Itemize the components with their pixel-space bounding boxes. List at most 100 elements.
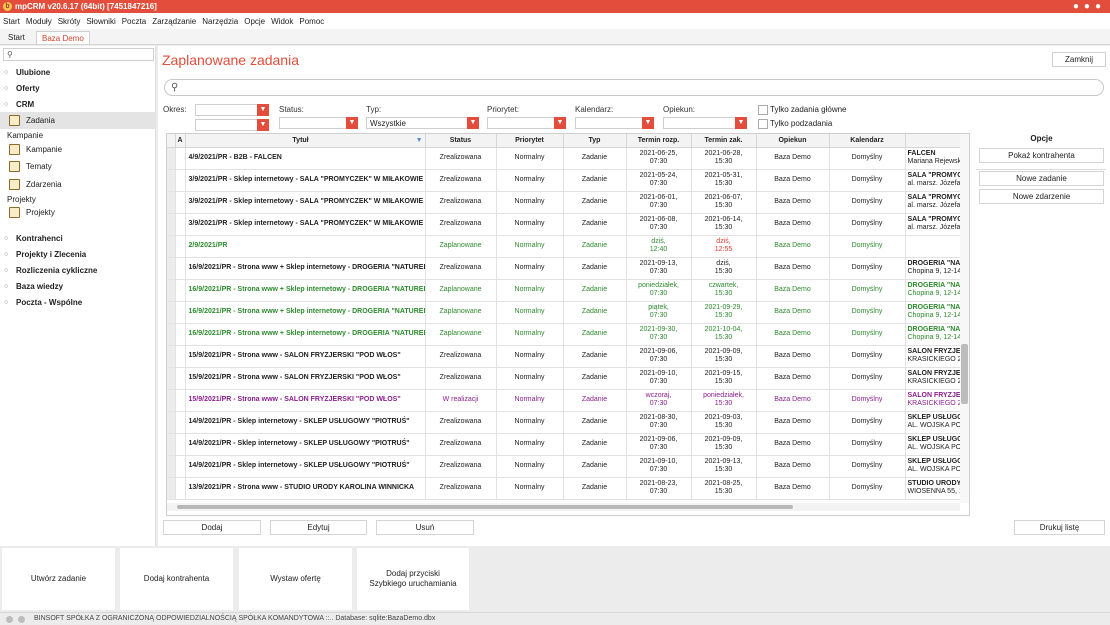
table-row[interactable]: 3/9/2021/PR - Sklep internetowy - SALA "… (167, 191, 963, 214)
sidebar-section-ulubione[interactable]: ○ Ulubione (0, 65, 156, 80)
row-a-cell[interactable] (175, 257, 186, 280)
row-a-cell[interactable] (175, 345, 186, 368)
end-date-cell[interactable]: 2021-05-31, 15:30 (691, 169, 757, 192)
owner-cell[interactable]: Baza Demo (756, 433, 830, 456)
owner-cell[interactable]: Baza Demo (756, 477, 830, 500)
start-date-cell[interactable]: wczoraj, 07:30 (626, 389, 692, 412)
table-row[interactable]: 15/9/2021/PR - Strona www - SALON FRYZJE… (167, 389, 963, 412)
type-cell[interactable]: Zadanie (563, 191, 627, 214)
sidebar-item-projekty[interactable]: Projekty (0, 204, 156, 221)
calendar-cell[interactable]: Domyślny (829, 147, 906, 170)
row-marker[interactable] (167, 477, 176, 500)
menu-opcje[interactable]: Opcje (244, 16, 266, 26)
owner-cell[interactable]: Baza Demo (756, 257, 830, 280)
start-date-cell[interactable]: dziś, 12:40 (626, 235, 692, 258)
sidebar-item-kampanie[interactable]: Kampanie (0, 141, 156, 158)
type-cell[interactable]: Zadanie (563, 477, 627, 500)
contractor-cell[interactable]: SALA "PROMYCZ al. marsz. Józefa P (905, 169, 963, 192)
owner-cell[interactable]: Baza Demo (756, 389, 830, 412)
title-cell[interactable]: 16/9/2021/PR - Strona www + Sklep intern… (185, 301, 426, 324)
owner-cell[interactable]: Baza Demo (756, 345, 830, 368)
col-header-termin-zak[interactable]: Termin zak. (691, 134, 757, 148)
title-cell[interactable]: 3/9/2021/PR - Sklep internetowy - SALA "… (185, 169, 426, 192)
start-date-cell[interactable]: 2021-08-30, 07:30 (626, 411, 692, 434)
end-date-cell[interactable]: 2021-09-09, 15:30 (691, 345, 757, 368)
calendar-cell[interactable]: Domyślny (829, 257, 906, 280)
title-cell[interactable]: 14/9/2021/PR - Sklep internetowy - SKLEP… (185, 433, 426, 456)
status-cell[interactable]: Zaplanowane (425, 323, 497, 346)
row-marker[interactable] (167, 389, 176, 412)
row-a-cell[interactable] (175, 411, 186, 434)
row-marker[interactable] (167, 147, 176, 170)
start-date-cell[interactable]: 2021-09-10, 07:30 (626, 455, 692, 478)
table-row[interactable]: 3/9/2021/PR - Sklep internetowy - SALA "… (167, 213, 963, 236)
calendar-cell[interactable]: Domyślny (829, 411, 906, 434)
col-header-priorytet[interactable]: Priorytet (496, 134, 564, 148)
end-date-cell[interactable]: 2021-09-15, 15:30 (691, 367, 757, 390)
sidebar-item-tematy[interactable]: Tematy (0, 158, 156, 175)
calendar-cell[interactable]: Domyślny (829, 213, 906, 236)
contractor-cell[interactable]: SKLEP USŁUGOWAL. WOJSKA POLS (905, 433, 963, 456)
row-a-cell[interactable] (175, 433, 186, 456)
type-cell[interactable]: Zadanie (563, 301, 627, 324)
row-marker[interactable] (167, 213, 176, 236)
title-cell[interactable]: 13/9/2021/PR - Strona www - STUDIO URODY… (185, 477, 426, 500)
row-a-cell[interactable] (175, 455, 186, 478)
priority-cell[interactable]: Normalny (496, 323, 564, 346)
owner-cell[interactable]: Baza Demo (756, 279, 830, 302)
menu-zarzadzanie[interactable]: Zarządzanie (152, 16, 197, 26)
owner-cell[interactable]: Baza Demo (756, 235, 830, 258)
row-marker[interactable] (167, 323, 176, 346)
owner-cell[interactable]: Baza Demo (756, 169, 830, 192)
status-cell[interactable]: Zrealizowana (425, 433, 497, 456)
end-date-cell[interactable]: 2021-09-29, 15:30 (691, 301, 757, 324)
end-date-cell[interactable]: 2021-09-13, 15:30 (691, 455, 757, 478)
col-header-status[interactable]: Status (425, 134, 497, 148)
col-header-kontrahent[interactable] (905, 134, 963, 148)
start-date-cell[interactable]: 2021-06-01, 07:30 (626, 191, 692, 214)
title-cell[interactable]: 2/9/2021/PR (185, 235, 426, 258)
calendar-cell[interactable]: Domyślny (829, 367, 906, 390)
priority-cell[interactable]: Normalny (496, 433, 564, 456)
col-header-a[interactable]: A (175, 134, 186, 148)
row-marker[interactable] (167, 455, 176, 478)
status-dropdown[interactable]: ▼ (279, 117, 358, 129)
row-a-cell[interactable] (175, 279, 186, 302)
contractor-cell[interactable]: SKLEP USŁUGOWAL. WOJSKA POLS (905, 455, 963, 478)
sidebar-item-zadania[interactable]: Zadania (0, 112, 156, 129)
menu-widok[interactable]: Widok (271, 16, 294, 26)
calendar-cell[interactable]: Domyślny (829, 301, 906, 324)
title-cell[interactable]: 15/9/2021/PR - Strona www - SALON FRYZJE… (185, 389, 426, 412)
title-cell[interactable]: 16/9/2021/PR - Strona www + Sklep intern… (185, 323, 426, 346)
type-cell[interactable]: Zadanie (563, 411, 627, 434)
owner-cell[interactable]: Baza Demo (756, 411, 830, 434)
only-subtasks-checkbox[interactable]: Tylko podzadania (758, 119, 832, 129)
type-cell[interactable]: Zadanie (563, 455, 627, 478)
status-cell[interactable]: Zaplanowane (425, 279, 497, 302)
table-horizontal-scrollbar[interactable] (167, 503, 960, 511)
calendar-cell[interactable]: Domyślny (829, 279, 906, 302)
sidebar-item-zdarzenia[interactable]: Zdarzenia (0, 176, 156, 193)
type-cell[interactable]: Zadanie (563, 389, 627, 412)
table-row[interactable]: 2/9/2021/PR Zaplanowane Normalny Zadanie dzi… (167, 235, 963, 258)
table-row[interactable]: 16/9/2021/PR - Strona www + Sklep intern… (167, 323, 963, 346)
row-a-cell[interactable] (175, 477, 186, 500)
calendar-cell[interactable]: Domyślny (829, 389, 906, 412)
only-main-tasks-checkbox[interactable]: Tylko zadania główne (758, 105, 847, 115)
sidebar-section-poczta[interactable]: ○ Poczta - Wspólne (0, 295, 156, 310)
owner-cell[interactable]: Baza Demo (756, 147, 830, 170)
col-header-tytul[interactable]: Tytuł ▼ (185, 134, 426, 148)
type-cell[interactable]: Zadanie (563, 323, 627, 346)
type-cell[interactable]: Zadanie (563, 345, 627, 368)
row-a-cell[interactable] (175, 169, 186, 192)
title-cell[interactable]: 16/9/2021/PR - Strona www + Sklep intern… (185, 279, 426, 302)
end-date-cell[interactable]: 2021-08-25, 15:30 (691, 477, 757, 500)
row-marker[interactable] (167, 411, 176, 434)
status-cell[interactable]: Zrealizowana (425, 191, 497, 214)
calendar-cell[interactable]: Domyślny (829, 235, 906, 258)
start-date-cell[interactable]: 2021-06-25, 07:30 (626, 147, 692, 170)
table-row[interactable]: 14/9/2021/PR - Sklep internetowy - SKLEP… (167, 455, 963, 478)
owner-cell[interactable]: Baza Demo (756, 323, 830, 346)
sidebar-section-projekty-zlecenia[interactable]: ○ Projekty i Zlecenia (0, 247, 156, 262)
